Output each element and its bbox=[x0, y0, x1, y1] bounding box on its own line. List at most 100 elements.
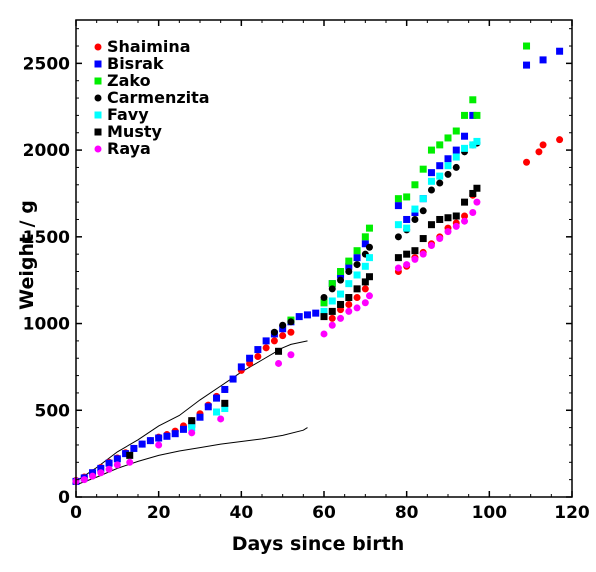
data-point-favy bbox=[461, 144, 469, 152]
data-point-zako bbox=[452, 127, 460, 135]
y-tick-label: 2500 bbox=[23, 54, 70, 74]
data-point-bisrak bbox=[122, 450, 130, 458]
data-point-shaimina bbox=[262, 344, 270, 352]
data-point-musty bbox=[427, 221, 435, 229]
data-point-raya bbox=[275, 359, 283, 367]
data-point-bisrak bbox=[361, 240, 369, 248]
data-point-bisrak bbox=[163, 432, 171, 440]
data-point-musty bbox=[361, 278, 369, 286]
data-point-favy bbox=[444, 162, 452, 170]
data-point-zako bbox=[473, 111, 481, 119]
data-point-shaimina bbox=[361, 285, 369, 293]
data-point-zako bbox=[436, 141, 444, 149]
data-point-favy bbox=[452, 153, 460, 161]
data-point-favy bbox=[469, 141, 477, 149]
data-point-zako bbox=[523, 42, 531, 50]
data-point-shaimina bbox=[254, 353, 262, 361]
data-point-raya bbox=[287, 351, 295, 359]
data-point-shaimina bbox=[523, 158, 531, 166]
data-point-carmenzita bbox=[320, 294, 328, 302]
legend-marker-shaimina bbox=[94, 43, 102, 51]
data-point-raya bbox=[89, 472, 97, 480]
axes: 0 20 40 60 80 100 120 0 500 1000 1500 2000 2500 bbox=[23, 19, 590, 523]
legend-marker-raya bbox=[94, 145, 102, 153]
data-point-musty bbox=[461, 198, 469, 206]
data-point-carmenzita bbox=[270, 328, 278, 336]
data-point-bisrak bbox=[213, 394, 221, 402]
data-point-musty bbox=[436, 215, 444, 223]
data-point-bisrak bbox=[303, 311, 311, 319]
data-point-musty bbox=[320, 313, 328, 321]
data-point-shaimina bbox=[345, 300, 353, 308]
series-favy bbox=[188, 137, 481, 432]
data-point-musty bbox=[221, 399, 229, 407]
data-point-shaimina bbox=[461, 212, 469, 220]
y-axis-label: Weight / g bbox=[16, 200, 38, 310]
data-point-bisrak bbox=[146, 437, 154, 445]
x-tick-label: 20 bbox=[147, 503, 171, 523]
data-point-raya bbox=[394, 264, 402, 272]
data-point-carmenzita bbox=[411, 215, 419, 223]
data-point-favy bbox=[419, 195, 427, 203]
data-point-musty bbox=[403, 250, 411, 258]
data-point-raya bbox=[461, 217, 469, 225]
data-point-bisrak bbox=[113, 455, 121, 463]
data-point-favy bbox=[403, 224, 411, 232]
data-point-raya bbox=[188, 429, 196, 437]
data-point-bisrak bbox=[394, 202, 402, 210]
series-musty bbox=[126, 184, 481, 459]
data-point-bisrak bbox=[262, 337, 270, 345]
data-point-raya bbox=[469, 209, 477, 217]
data-point-zako bbox=[361, 233, 369, 241]
data-point-musty bbox=[452, 212, 460, 220]
x-tick-label: 100 bbox=[472, 503, 508, 523]
data-point-musty bbox=[353, 285, 361, 293]
data-point-bisrak bbox=[196, 413, 204, 421]
data-point-zako bbox=[403, 193, 411, 201]
data-point-zako bbox=[411, 181, 419, 189]
data-point-bisrak bbox=[179, 425, 187, 433]
data-point-bisrak bbox=[155, 434, 163, 442]
data-point-carmenzita bbox=[279, 321, 287, 329]
data-point-musty bbox=[444, 214, 452, 222]
data-point-favy bbox=[213, 408, 221, 416]
data-point-raya bbox=[217, 415, 225, 423]
data-point-shaimina bbox=[328, 314, 336, 322]
data-point-favy bbox=[473, 137, 481, 145]
data-point-musty bbox=[469, 189, 477, 197]
series-raya bbox=[72, 198, 481, 485]
legend-label-bisrak: Bisrak bbox=[107, 54, 164, 73]
x-tick-label: 0 bbox=[70, 503, 82, 523]
data-point-shaimina bbox=[539, 141, 547, 149]
legend-marker-zako bbox=[94, 77, 102, 85]
data-point-favy bbox=[394, 221, 402, 229]
data-point-zako bbox=[427, 146, 435, 154]
data-point-raya bbox=[320, 330, 328, 338]
data-point-zako bbox=[419, 165, 427, 173]
data-point-carmenzita bbox=[365, 243, 373, 251]
data-point-shaimina bbox=[556, 136, 564, 144]
legend-marker-bisrak bbox=[94, 60, 102, 68]
data-point-raya bbox=[411, 255, 419, 263]
data-point-raya bbox=[452, 222, 460, 230]
data-point-musty bbox=[411, 247, 419, 255]
data-point-raya bbox=[473, 198, 481, 206]
data-point-favy bbox=[427, 177, 435, 185]
data-point-carmenzita bbox=[337, 276, 345, 284]
data-point-raya bbox=[444, 228, 452, 236]
data-point-zako bbox=[345, 257, 353, 265]
data-point-zako bbox=[394, 195, 402, 203]
data-point-bisrak bbox=[452, 146, 460, 154]
data-point-zako bbox=[461, 111, 469, 119]
data-point-shaimina bbox=[287, 328, 295, 336]
data-point-bisrak bbox=[171, 430, 179, 438]
data-point-musty bbox=[188, 417, 196, 425]
data-point-musty bbox=[365, 273, 373, 281]
data-point-raya bbox=[155, 441, 163, 449]
data-point-bisrak bbox=[312, 309, 320, 317]
data-point-raya bbox=[365, 292, 373, 300]
data-point-bisrak bbox=[403, 215, 411, 223]
plot-area bbox=[72, 42, 564, 486]
data-point-raya bbox=[419, 250, 427, 258]
data-point-bisrak bbox=[138, 440, 146, 448]
